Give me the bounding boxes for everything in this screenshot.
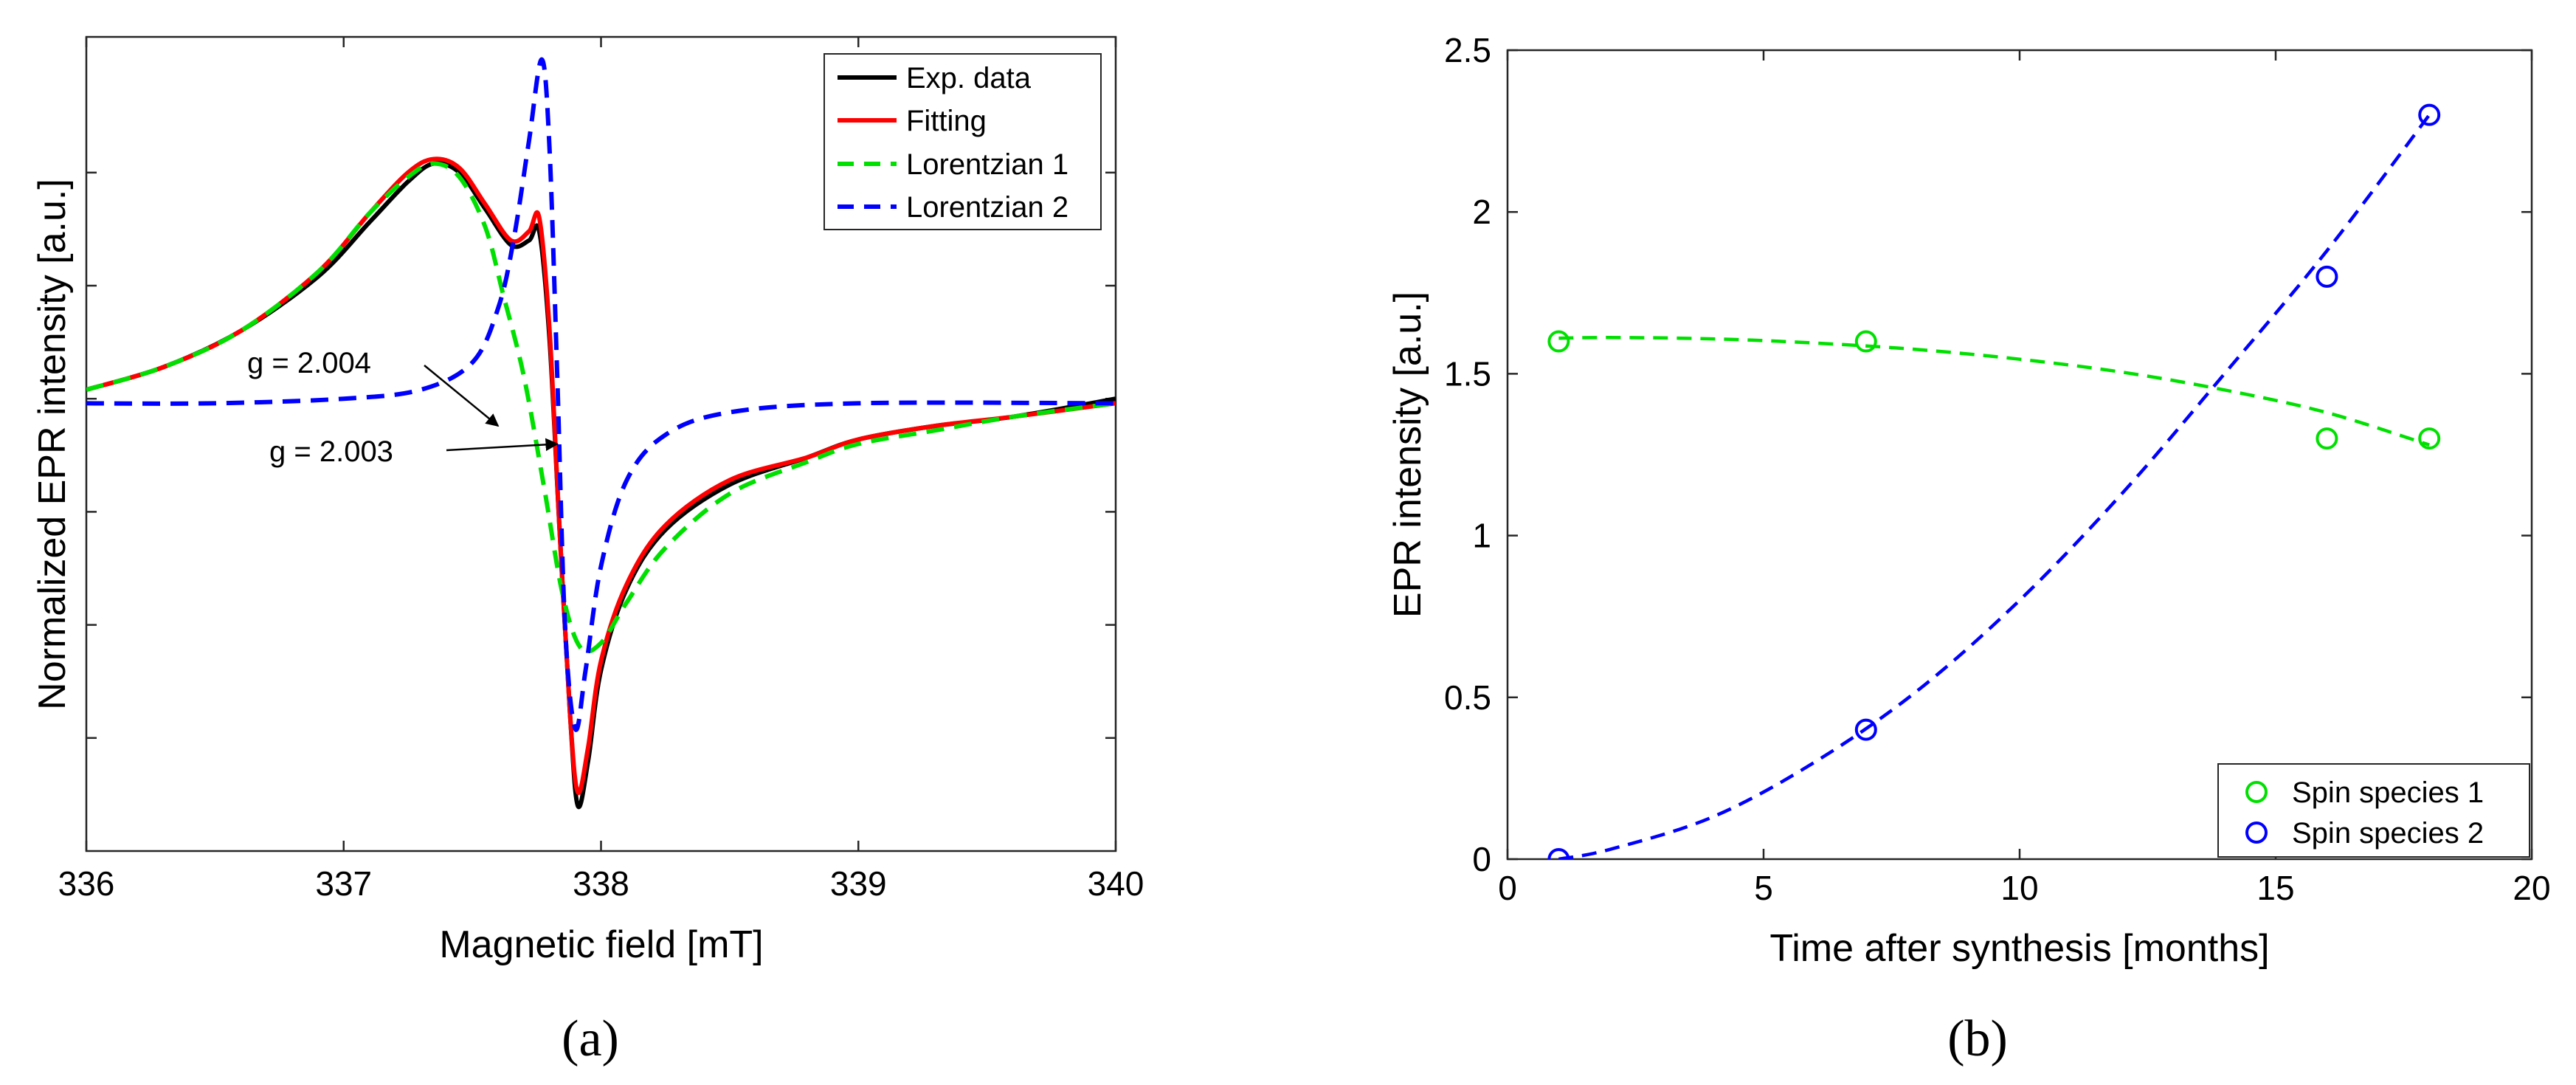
chart-b-ytick-label-2-5: 2.5 — [1444, 31, 1491, 69]
chart-b-legend: Spin species 1 Spin species 2 — [2217, 763, 2530, 858]
series-line-lorentzian-1 — [86, 161, 1116, 654]
chart-b-legend-box — [2217, 763, 2530, 858]
chart-a-xtick-label-339: 339 — [830, 864, 887, 903]
chart-a-xtick-label-336: 336 — [58, 864, 115, 903]
annotation-g-2-004: g = 2.004 — [247, 347, 371, 379]
chart-b-xtick-label-15: 15 — [2256, 869, 2294, 907]
data-point-spin-species-1-1 — [1547, 330, 1570, 353]
chart-a-legend: Exp. data Fitting Lorentzian 1 Lorentzia… — [823, 53, 1102, 230]
chart-b-xlabel: Time after synthesis [months] — [1769, 927, 2269, 970]
data-point-spin-species-2-3 — [2316, 265, 2338, 288]
legend-marker-spin-species-2 — [2245, 822, 2268, 844]
data-point-spin-species-2-1 — [1547, 848, 1570, 859]
chart-a-legend-box — [823, 53, 1102, 230]
chart-a-xtick-label-340: 340 — [1088, 864, 1144, 903]
chart-b-xtick-label-10: 10 — [2000, 869, 2038, 907]
panel-label-a: (a) — [562, 1010, 619, 1067]
legend-label-spin-species-1: Spin species 1 — [2292, 776, 2484, 809]
chart-b-xtick-label-20: 20 — [2513, 869, 2550, 907]
chart-b-ytick-label-0-5: 0.5 — [1444, 678, 1491, 717]
chart-b: 0 5 10 15 20 0 0.5 1 1.5 2 2.5 Spin species 1 Spin… — [1387, 31, 2551, 1067]
chart-b-ytick-label-1-5: 1.5 — [1444, 354, 1491, 393]
chart-b-ytick-label-1: 1 — [1472, 517, 1491, 555]
data-point-spin-species-2-2 — [1854, 718, 1877, 741]
legend-label-fitting: Fitting — [906, 105, 987, 137]
chart-a-xtick-label-337: 337 — [315, 864, 372, 903]
series-line-lorentzian-2 — [86, 57, 1116, 732]
legend-label-spin-species-2: Spin species 2 — [2292, 817, 2484, 850]
legend-marker-spin-species-1 — [2245, 781, 2268, 803]
annotation-g-2-003: g = 2.003 — [269, 435, 393, 468]
legend-label-lorentzian-2: Lorentzian 2 — [906, 191, 1068, 224]
panel-label-b: (b) — [1947, 1010, 2008, 1067]
data-point-spin-species-1-3 — [2316, 427, 2338, 450]
legend-label-exp-data: Exp. data — [906, 62, 1032, 94]
chart-b-axes-box — [1506, 49, 2533, 861]
chart-b-ytick-label-2: 2 — [1472, 193, 1491, 231]
fit-line-spin-species-1 — [1558, 336, 2430, 447]
chart-b-xtick-label-5: 5 — [1754, 869, 1773, 907]
chart-b-xtick-label-0: 0 — [1498, 869, 1517, 907]
data-point-spin-species-1-2 — [1854, 330, 1877, 353]
annotation-arrow-1 — [424, 365, 500, 427]
chart-b-ytick-label-0: 0 — [1472, 840, 1491, 878]
data-point-spin-species-2-4 — [2418, 103, 2441, 126]
annotation-arrow-2 — [446, 438, 559, 452]
data-point-spin-species-1-4 — [2418, 427, 2441, 450]
fit-line-spin-species-2 — [1558, 114, 2431, 859]
chart-a: 336 337 338 339 340 g = 2.004 g = 2.003 Exp. … — [31, 35, 1144, 1067]
chart-b-ylabel: EPR intensity [a.u.] — [1387, 292, 1429, 618]
chart-a-xlabel: Magnetic field [mT] — [439, 923, 763, 966]
chart-a-xtick-label-338: 338 — [573, 864, 629, 903]
legend-label-lorentzian-1: Lorentzian 1 — [906, 148, 1068, 181]
chart-a-ylabel: Normalized EPR intensity [a.u.] — [31, 179, 74, 710]
